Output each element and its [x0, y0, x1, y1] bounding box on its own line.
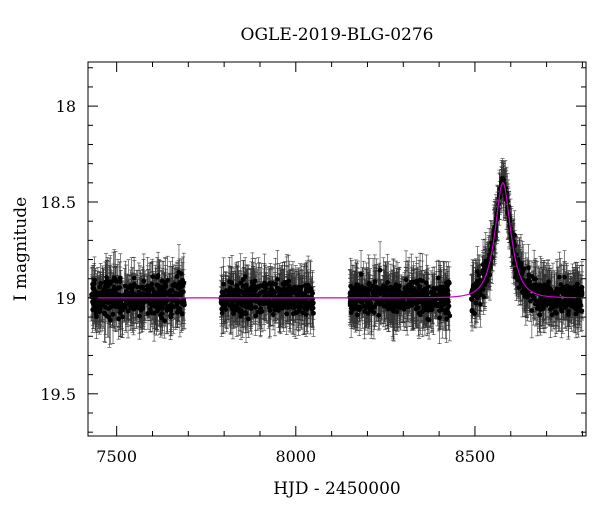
plot-area — [88, 158, 586, 348]
chart-title: OGLE-2019-BLG-0276 — [241, 25, 434, 45]
